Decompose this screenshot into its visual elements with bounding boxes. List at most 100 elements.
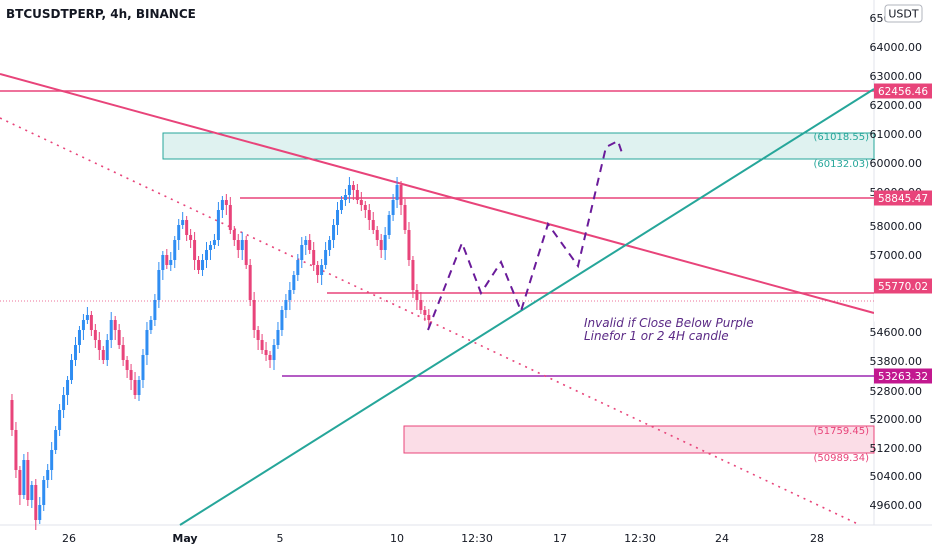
x-tick-label: 28 [810, 532, 824, 545]
candle-body [415, 290, 419, 300]
candle-body [85, 315, 89, 320]
zone-high-label: (61018.55) [813, 132, 869, 143]
annotation-line-1: Invalid if Close Below Purple [584, 316, 754, 330]
candle-body [125, 360, 129, 370]
price-label-badge[interactable] [874, 190, 932, 206]
candle-body [407, 230, 411, 260]
candle-body [77, 330, 81, 345]
chart-title: BTCUSDTPERP, 4h, BINANCE [6, 7, 196, 21]
candle-body [201, 260, 205, 270]
candle-body [212, 240, 216, 245]
demand-zone[interactable] [403, 425, 875, 454]
candles-group [10, 177, 431, 530]
y-tick-label: 52800.00 [870, 385, 923, 398]
y-tick-label: 63000.00 [870, 70, 923, 83]
candle-body [240, 240, 244, 250]
price-label-badge[interactable] [874, 278, 932, 294]
candle-body [355, 190, 359, 200]
candle-body [58, 410, 62, 430]
candle-body [177, 225, 181, 240]
supply-zone[interactable] [162, 132, 875, 160]
candle-body [371, 220, 375, 230]
descending-resistance-line[interactable] [0, 73, 875, 314]
candle-body [157, 270, 161, 300]
candle-body [395, 185, 399, 200]
candle-body [81, 320, 85, 330]
candle-body [145, 330, 149, 355]
price-label-badge[interactable] [874, 293, 932, 309]
y-tick-label: 64000.00 [870, 41, 923, 54]
candle-body [113, 320, 117, 330]
x-tick-label: 10 [390, 532, 404, 545]
candle-body [165, 255, 169, 265]
y-tick-label: 53800.00 [870, 355, 923, 368]
candle-body [34, 485, 38, 520]
price-label-text: 55531.06 [878, 296, 928, 308]
candle-body [109, 320, 113, 340]
y-tick-label: 52000.00 [870, 413, 923, 426]
candle-body [105, 340, 109, 360]
zone-low-label: (60132.03) [813, 159, 869, 170]
x-tick-label: 12:30 [624, 532, 656, 545]
candle-body [193, 240, 197, 260]
candle-body [264, 350, 268, 355]
price-label-text: 53263.32 [878, 371, 928, 383]
candle-body [427, 315, 431, 320]
price-label-text: 58845.47 [878, 193, 928, 205]
x-tick-label: 26 [62, 532, 76, 545]
candle-body [93, 330, 97, 340]
x-axis-ticks: 26 May 5 10 12:30 17 12:30 24 28 [62, 532, 824, 545]
y-tick-label: 61000.00 [870, 128, 923, 141]
candle-body [10, 400, 14, 430]
price-label-text: 55770.02 [878, 281, 928, 293]
candle-body [272, 345, 276, 360]
candle-body [205, 250, 208, 260]
candle-body [181, 220, 185, 225]
candle-body [220, 200, 224, 210]
candle-body [308, 240, 312, 250]
projected-path[interactable] [427, 139, 623, 331]
candle-body [73, 345, 77, 360]
zone-high-label: (51759.45) [813, 426, 869, 437]
x-tick-label: 12:30 [461, 532, 493, 545]
candle-body [153, 300, 157, 320]
price-label-badge[interactable] [874, 83, 932, 99]
candle-body [89, 315, 93, 330]
price-label-badge[interactable] [874, 306, 932, 322]
price-label-text: 27:58 [888, 309, 918, 321]
candle-body [137, 380, 141, 395]
y-tick-label: 54600.00 [870, 326, 923, 339]
candle-body [216, 210, 220, 240]
candle-body [351, 185, 355, 190]
currency-badge[interactable] [884, 4, 923, 23]
candle-body [292, 275, 296, 290]
candle-body [339, 200, 343, 210]
candle-body [248, 265, 252, 300]
candle-body [18, 470, 22, 495]
y-tick-label: 58000.00 [870, 220, 923, 233]
candle-body [363, 205, 367, 210]
price-label-badge[interactable] [874, 368, 932, 384]
candle-body [197, 260, 201, 270]
candle-body [288, 290, 292, 300]
candle-body [14, 430, 18, 470]
zone-low-label: (50989.34) [813, 453, 869, 464]
candle-body [284, 300, 288, 310]
dotted-descending-line[interactable] [0, 117, 861, 526]
candle-body [336, 210, 340, 225]
candle-body [419, 300, 423, 310]
candle-body [42, 480, 46, 505]
candle-body [66, 380, 70, 395]
candle-body [173, 240, 177, 260]
candle-body [121, 345, 125, 360]
candle-body [332, 225, 336, 240]
candle-body [403, 205, 407, 230]
candle-body [399, 185, 403, 205]
ascending-support-line[interactable] [179, 88, 875, 526]
candle-body [46, 470, 50, 480]
candle-body [411, 260, 415, 290]
candle-body [38, 505, 42, 520]
candle-body [70, 360, 74, 380]
